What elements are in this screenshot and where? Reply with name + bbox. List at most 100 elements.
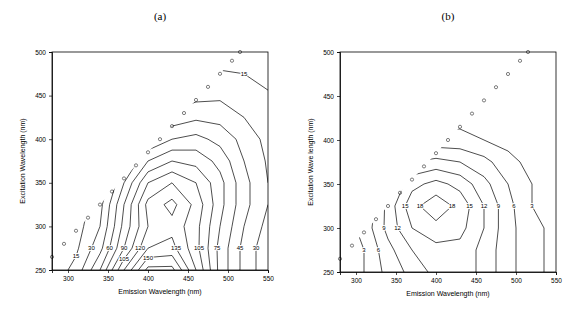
- contour-label: 12: [481, 203, 488, 209]
- diagonal-marker: [362, 231, 365, 234]
- diagonal-marker: [398, 191, 401, 194]
- x-tick-label: 400: [143, 275, 154, 282]
- diagonal-marker: [494, 86, 497, 89]
- y-tick-label: 400: [35, 136, 46, 143]
- y-axis-title: Excitation Wave length (nm): [307, 118, 315, 205]
- y-tick: 350: [35, 179, 52, 186]
- contour-label: 15: [73, 253, 80, 259]
- diagonal-marker: [230, 59, 233, 62]
- diagonal-marker: [506, 72, 509, 75]
- contour-line: [124, 183, 196, 281]
- x-tick-mark: [108, 270, 109, 273]
- contour-label: 30: [88, 245, 95, 251]
- x-tick-label: 400: [431, 277, 442, 284]
- x-tick-mark: [396, 272, 397, 275]
- diagonal-marker: [98, 203, 101, 206]
- diagonal-marker: [446, 138, 449, 141]
- figure: (a)300350400450500550250300350400450500E…: [0, 0, 570, 312]
- panel-title: (b): [442, 10, 455, 23]
- contour-line: [356, 129, 544, 283]
- contour-label: 90: [121, 245, 128, 251]
- x-tick: 350: [391, 272, 402, 284]
- axis-line: [49, 53, 53, 271]
- diagonal-marker: [386, 204, 389, 207]
- diagonal-marker: [170, 125, 173, 128]
- axis-line: [341, 273, 557, 276]
- x-tick: 450: [183, 270, 194, 282]
- contour-line: [146, 266, 175, 281]
- contour-label: 105: [194, 245, 205, 251]
- contour-label: 105: [119, 256, 130, 262]
- y-tick-mark: [49, 52, 52, 53]
- x-axis-title: Emission Wavelength (nm): [406, 290, 489, 298]
- y-tick-label: 450: [323, 93, 334, 100]
- contour-label: 3: [362, 247, 366, 253]
- diagonal-marker: [422, 165, 425, 168]
- y-tick: 500: [35, 49, 52, 56]
- x-tick-mark: [268, 270, 269, 273]
- diagonal-marker: [482, 99, 485, 102]
- contour-line: [118, 172, 203, 281]
- contour-label: 9: [382, 225, 386, 231]
- y-tick: 300: [35, 223, 52, 230]
- x-tick: 300: [63, 270, 74, 282]
- contour-labels: 336699121215151818: [362, 203, 534, 253]
- plot-frame: [340, 52, 556, 272]
- contour-label: 6: [512, 203, 516, 209]
- x-axis-title: Emission Wavelength (nm): [118, 288, 201, 296]
- y-tick: 350: [323, 181, 340, 188]
- y-tick-mark: [337, 228, 340, 229]
- diagonal-marker: [338, 257, 341, 260]
- contour-label: 15: [466, 203, 473, 209]
- y-tick-mark: [337, 96, 340, 97]
- contour-label: 150: [143, 255, 154, 261]
- panel: (a)300350400450500550250300350400450500E…: [19, 10, 280, 296]
- contour-line: [100, 134, 236, 280]
- diagonal-marker: [374, 218, 377, 221]
- contour-line: [91, 120, 250, 281]
- y-tick-mark: [49, 226, 52, 227]
- y-tick-mark: [337, 184, 340, 185]
- x-tick: 550: [263, 270, 274, 282]
- x-axis: 300350400450500550: [341, 272, 563, 284]
- plot-frame: [52, 52, 268, 270]
- contour-label: 75: [214, 245, 221, 251]
- contour-line: [395, 169, 484, 283]
- y-tick: 450: [35, 92, 52, 99]
- diagonal-marker: [410, 178, 413, 181]
- y-tick-mark: [49, 183, 52, 184]
- contour-label: 3: [530, 203, 534, 209]
- y-tick-mark: [337, 52, 340, 53]
- panel: (b)300350400450500550250300350400450500E…: [307, 10, 562, 298]
- diagonal-marker: [134, 164, 137, 167]
- contour-label: 18: [449, 203, 456, 209]
- x-tick-label: 450: [183, 275, 194, 282]
- y-tick-label: 300: [35, 223, 46, 230]
- axis-line: [53, 271, 269, 274]
- y-tick-label: 500: [323, 49, 334, 56]
- y-tick-mark: [49, 270, 52, 271]
- y-tick-mark: [49, 96, 52, 97]
- contour-labels: 1515303045607590105105120135150: [73, 71, 260, 262]
- diagonal-marker: [194, 98, 197, 101]
- x-tick: 350: [103, 270, 114, 282]
- diagonal-marker: [206, 85, 209, 88]
- diagonal-markers: [338, 50, 529, 260]
- diagonal-marker: [62, 242, 65, 245]
- x-tick: 550: [551, 272, 562, 284]
- contour-line: [68, 70, 280, 281]
- x-tick-label: 500: [223, 275, 234, 282]
- x-tick-mark: [148, 270, 149, 273]
- diagonal-marker: [86, 216, 89, 219]
- contour-label: 60: [106, 245, 113, 251]
- y-tick: 300: [323, 225, 340, 232]
- diagonal-marker: [434, 152, 437, 155]
- x-tick-mark: [476, 272, 477, 275]
- contour-line: [138, 255, 181, 280]
- contour-label: 30: [253, 245, 260, 251]
- contour-line: [405, 180, 469, 242]
- axis-line: [337, 53, 341, 273]
- contour-label: 18: [417, 203, 424, 209]
- y-tick-mark: [337, 140, 340, 141]
- diagonal-marker: [218, 72, 221, 75]
